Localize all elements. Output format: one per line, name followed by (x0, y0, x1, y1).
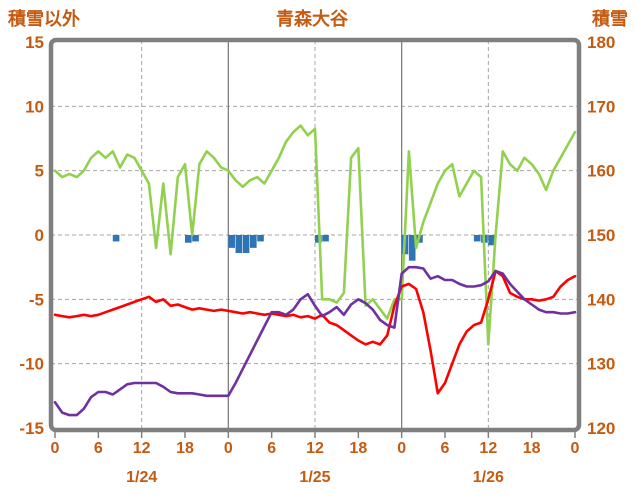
precipitation-bar (235, 235, 243, 254)
precipitation-bar (408, 235, 416, 261)
right-axis-tick-label: 170 (587, 97, 615, 116)
series-snow-depth-green (53, 124, 577, 346)
right-axis-tick-label: 120 (587, 419, 615, 438)
left-axis-tick-label: 15 (25, 33, 44, 52)
precipitation-bar (185, 235, 192, 243)
precipitation-bar (322, 235, 329, 242)
x-axis-tick-label: 18 (176, 440, 194, 457)
series-purple-series (53, 265, 577, 417)
left-axis-tick-label: 0 (35, 226, 44, 245)
x-axis-tick-label: 0 (397, 440, 406, 457)
x-axis-tick-label: 6 (267, 440, 276, 457)
precipitation-bar (250, 235, 257, 248)
x-axis-tick-label: 0 (51, 440, 60, 457)
right-axis-tick-label: 150 (587, 226, 615, 245)
left-axis-tick-label: 5 (35, 162, 44, 181)
x-axis-tick-label: 0 (224, 440, 233, 457)
x-axis-tick-label: 12 (306, 440, 324, 457)
left-axis-tick-label: -15 (19, 419, 44, 438)
precipitation-bar (257, 235, 264, 242)
x-axis-tick-label: 6 (94, 440, 103, 457)
precipitation-bar (488, 235, 495, 246)
precipitation-bar (473, 235, 481, 242)
left-axis-title: 積雪以外 (7, 8, 80, 29)
chart-title: 青森大谷 (276, 8, 349, 29)
precipitation-bar (315, 235, 322, 243)
left-axis-tick-label: -10 (19, 355, 44, 374)
series-red-series (53, 269, 577, 395)
x-axis-tick-label: 0 (571, 440, 580, 457)
right-axis-tick-label: 180 (587, 33, 615, 52)
x-axis-tick-label: 18 (349, 440, 367, 457)
plot-frame (48, 37, 582, 433)
right-axis-tick-label: 140 (587, 290, 615, 309)
date-label: 1/24 (126, 469, 157, 486)
right-axis-tick-label: 160 (587, 162, 615, 181)
x-axis-tick-label: 12 (479, 440, 497, 457)
right-axis-title: 積雪 (591, 8, 628, 29)
x-axis-tick-label: 18 (523, 440, 541, 457)
precipitation-bar (112, 235, 120, 242)
left-axis-tick-label: -5 (29, 290, 44, 309)
precipitation-bar (228, 235, 235, 248)
x-axis-tick-label: 12 (133, 440, 151, 457)
date-label: 1/26 (473, 469, 504, 486)
precipitation-bar (242, 235, 250, 254)
right-axis-tick-label: 130 (587, 355, 615, 374)
left-axis-tick-label: 10 (25, 97, 44, 116)
date-label: 1/25 (299, 469, 330, 486)
precipitation-bar (192, 235, 199, 242)
x-axis-tick-label: 6 (441, 440, 450, 457)
